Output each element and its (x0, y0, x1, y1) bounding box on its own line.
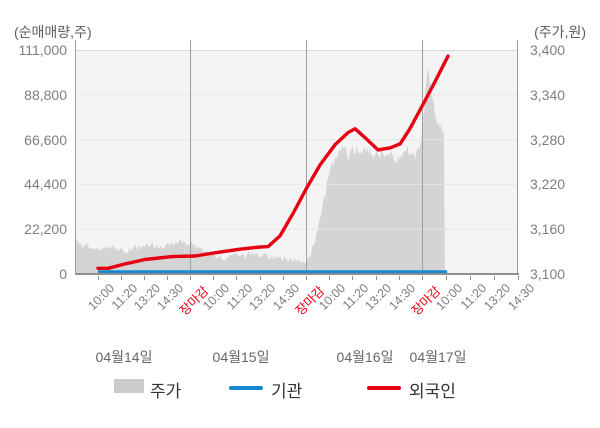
x-tick-label-time: 11:20 (457, 281, 489, 313)
x-tick-mark (190, 276, 191, 280)
x-tick-mark (518, 276, 519, 280)
foreigner-line-swatch (367, 386, 401, 390)
x-tick-mark (213, 276, 214, 280)
legend-label-institution: 기관 (271, 382, 303, 401)
x-tick-mark (376, 276, 377, 280)
foreigner-line (96, 54, 450, 271)
x-tick-mark (494, 276, 495, 280)
institution-line-swatch (229, 386, 263, 390)
y-axis-tick-label-right: 3,400 (530, 42, 566, 58)
x-tick-mark (144, 276, 145, 280)
x-tick-mark (352, 276, 353, 280)
legend-label-price: 주가 (150, 382, 182, 401)
x-tick-mark (446, 276, 447, 280)
date-label: 04월14일 (95, 349, 153, 365)
x-tick-mark (399, 276, 400, 280)
x-tick-mark (98, 276, 99, 280)
date-label: 04월17일 (409, 349, 467, 365)
x-tick-mark (306, 276, 307, 280)
y-axis-tick-label-left: 88,800 (24, 86, 67, 103)
y-axis-tick-label-right: 3,340 (530, 86, 566, 103)
price-area (75, 68, 445, 275)
x-tick-mark (283, 276, 284, 280)
legend-label-foreigner: 외국인 (409, 382, 456, 401)
x-tick-mark (329, 276, 330, 280)
x-tick-mark (260, 276, 261, 280)
price-area-swatch (114, 379, 144, 393)
date-label: 04월16일 (336, 349, 394, 365)
x-tick-label-time: 10:00 (84, 281, 117, 314)
x-tick-label-time: 14:30 (504, 281, 537, 314)
x-tick-mark (167, 276, 168, 280)
y-axis-tick-label-right: 3,220 (530, 176, 566, 193)
left-axis-title: (순매매량,주) (14, 24, 92, 40)
date-label: 04월15일 (212, 349, 270, 365)
x-tick-label-time: 13:20 (362, 281, 395, 314)
x-tick-label-time: 13:20 (246, 281, 279, 314)
y-axis-tick-label-left: 0 (59, 266, 67, 282)
chart-svg (75, 40, 518, 275)
right-axis-title: (주가,원) (534, 24, 586, 40)
y-axis-tick-label-left: 111,000 (18, 42, 67, 58)
x-tick-mark (422, 276, 423, 280)
y-axis-tick-label-right: 3,100 (530, 266, 566, 282)
x-tick-label-time: 10:00 (432, 281, 465, 314)
x-tick-mark (470, 276, 471, 280)
y-axis-tick-label-left: 22,200 (24, 221, 67, 238)
x-tick-mark (236, 276, 237, 280)
x-axis-line (75, 273, 519, 275)
y-axis-tick-label-right: 3,160 (530, 221, 566, 238)
y-axis-tick-label-left: 66,600 (24, 131, 67, 148)
y-axis-tick-label-left: 44,400 (24, 176, 67, 193)
y-axis-tick-label-right: 3,280 (530, 131, 566, 148)
x-tick-label-time: 13:20 (480, 281, 513, 314)
x-tick-mark (121, 276, 122, 280)
